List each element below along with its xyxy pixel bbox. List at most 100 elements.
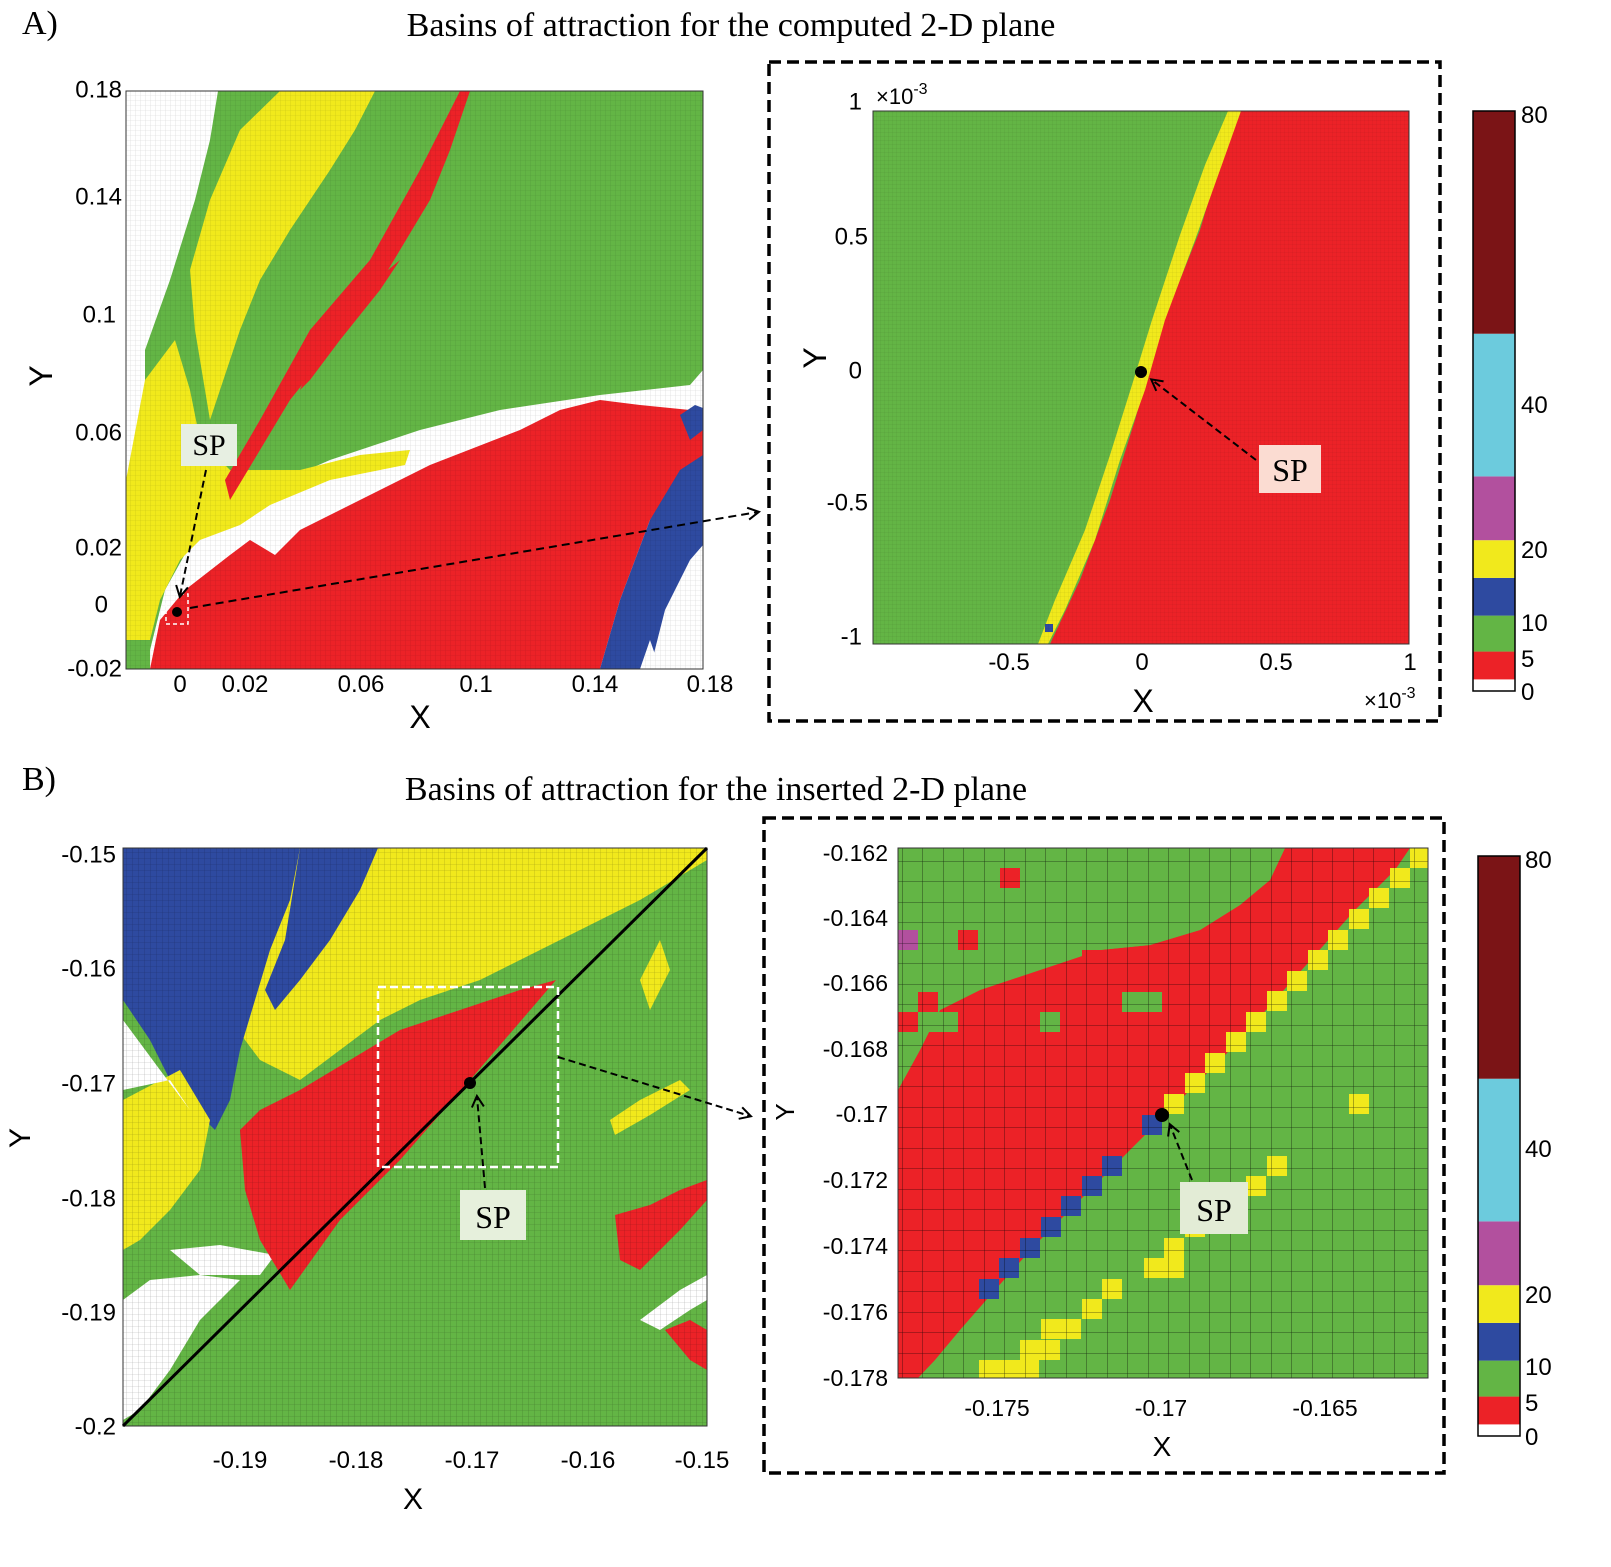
colorbar-band [1478, 1221, 1520, 1286]
ytick-label: 0.18 [75, 76, 122, 103]
colorbar-band [1473, 540, 1515, 578]
sp-label: SP [1272, 452, 1308, 488]
ytick-label: -0.176 [823, 1299, 888, 1325]
xtick-label: -0.17 [1135, 1395, 1187, 1421]
saddle-point-marker [1135, 366, 1147, 378]
panel-b-zoom-heatmap [898, 848, 1428, 1378]
colorbar-tick-label: 10 [1521, 610, 1548, 637]
ytick-label: -0.18 [61, 1185, 116, 1212]
panel-b-zoom-ylabel: Y [770, 1103, 800, 1120]
panel-b-colorbar [1477, 855, 1521, 1437]
colorbar-tick-label: 10 [1525, 1354, 1552, 1381]
panel-b-letter: B) [22, 761, 56, 798]
saddle-point-marker [464, 1077, 476, 1089]
colorbar-tick-label: 0 [1525, 1424, 1538, 1451]
ytick-label: -1 [841, 623, 862, 650]
colorbar-band [1478, 1396, 1520, 1425]
panel-b-zoom-axes [897, 847, 1429, 1379]
colorbar-band [1478, 1078, 1520, 1222]
sp-label-bg [181, 424, 237, 466]
panel-a-main-heatmap [126, 91, 703, 669]
panel-b-main-xlabel: X [403, 1483, 423, 1516]
xtick-label: 0.5 [1259, 649, 1292, 676]
colorbar-band [1473, 333, 1515, 477]
sp-arrow [1170, 1125, 1193, 1181]
panel-b-main-frame [122, 847, 708, 1427]
sp-label-bg [460, 1190, 526, 1240]
ytick-label: 0 [95, 591, 108, 618]
ytick-label: -0.174 [823, 1233, 888, 1259]
sp-label: SP [475, 1199, 511, 1235]
ytick-label: -0.2 [75, 1413, 116, 1440]
panel-a-main-ylabel: Y [23, 365, 59, 386]
ytick-label: 0.5 [835, 223, 868, 250]
colorbar-band [1473, 679, 1515, 691]
colorbar-tick-label: 0 [1521, 679, 1534, 706]
diagonal-line [121, 846, 709, 1428]
ytick-label: -0.02 [67, 655, 122, 682]
xtick-label: -0.5 [988, 649, 1029, 676]
panel-a-main-xlabel: X [409, 699, 430, 735]
xtick-label: -0.18 [329, 1447, 384, 1474]
panel-a-colorbar [1472, 110, 1516, 692]
ytick-label: -0.19 [61, 1299, 116, 1326]
colorbar-tick-label: 5 [1521, 646, 1534, 673]
sp-label-bg [1259, 445, 1321, 493]
x-multiplier: ×10-3 [1364, 685, 1416, 713]
panel-a-zoom-xlabel: X [1132, 683, 1153, 719]
panel-a-main-ytick-labels: 0.18 0.14 0.1 0.06 0.02 0 -0.02 [67, 76, 122, 682]
colorbar-tick-label: 5 [1525, 1390, 1538, 1417]
colorbar-band [1473, 577, 1515, 616]
ytick-label: -0.168 [823, 1036, 888, 1062]
panel-a-zoom-ytick-labels: 1 0.5 0 -0.5 -1 [827, 88, 868, 650]
colorbar-band [1478, 1360, 1520, 1397]
zoom-arrow [557, 1056, 750, 1116]
panel-a-colorbar-tick-labels: 80 40 20 10 5 0 [1521, 102, 1548, 706]
panel-a-main-frame [125, 90, 704, 670]
ytick-label: -0.5 [827, 489, 868, 516]
ytick-label: 0.06 [75, 419, 122, 446]
colorbar-tick-label: 40 [1525, 1136, 1552, 1163]
colorbar-band [1473, 111, 1515, 334]
panel-b-main-ytick-labels: -0.15 -0.16 -0.17 -0.18 -0.19 -0.2 [61, 841, 116, 1440]
zoom-arrow [189, 512, 758, 609]
ytick-label: -0.16 [61, 955, 116, 982]
sp-label: SP [1196, 1192, 1232, 1228]
panel-a-letter: A) [22, 5, 58, 42]
colorbar-band [1478, 1285, 1520, 1323]
colorbar-tick-label: 40 [1521, 392, 1548, 419]
xtick-label: -0.165 [1292, 1395, 1357, 1421]
ytick-label: -0.172 [823, 1167, 888, 1193]
xtick-label: -0.16 [561, 1447, 616, 1474]
ytick-label: 0.14 [75, 183, 122, 210]
xtick-label: -0.15 [675, 1447, 730, 1474]
xtick-label: 0 [173, 671, 186, 698]
xtick-label: 0.02 [222, 671, 269, 698]
panel-a-zoom-axes [872, 110, 1410, 645]
colorbar-tick-label: 20 [1521, 537, 1548, 564]
ytick-label: -0.178 [823, 1365, 888, 1391]
panel-b-zoom-xtick-labels: -0.175 -0.17 -0.165 [964, 1395, 1357, 1421]
colorbar-band [1478, 1424, 1520, 1436]
zoom-region-box [376, 985, 560, 1169]
panel-a-zoom-ylabel: Y [797, 347, 833, 368]
colorbar-band [1473, 476, 1515, 541]
ytick-label: 0 [849, 357, 862, 384]
xtick-label: 0.1 [459, 671, 492, 698]
xtick-label: -0.17 [445, 1447, 500, 1474]
panel-b-colorbar-tick-labels: 80 40 20 10 5 0 [1525, 847, 1552, 1451]
ytick-label: -0.162 [823, 840, 888, 866]
colorbar-band [1478, 1322, 1520, 1361]
ytick-label: 0.1 [83, 301, 116, 328]
xtick-label: 0 [1135, 649, 1148, 676]
colorbar-tick-label: 20 [1525, 1282, 1552, 1309]
xtick-label: 0.06 [338, 671, 385, 698]
ytick-label: 1 [849, 88, 862, 115]
colorbar-band [1473, 615, 1515, 652]
colorbar-frame [1477, 855, 1521, 1437]
colorbar-tick-label: 80 [1525, 847, 1552, 874]
colorbar-band [1478, 856, 1520, 1079]
panel-a-main-xtick-labels: 0 0.02 0.06 0.1 0.14 0.18 [173, 671, 733, 698]
xtick-label: 0.14 [572, 671, 619, 698]
